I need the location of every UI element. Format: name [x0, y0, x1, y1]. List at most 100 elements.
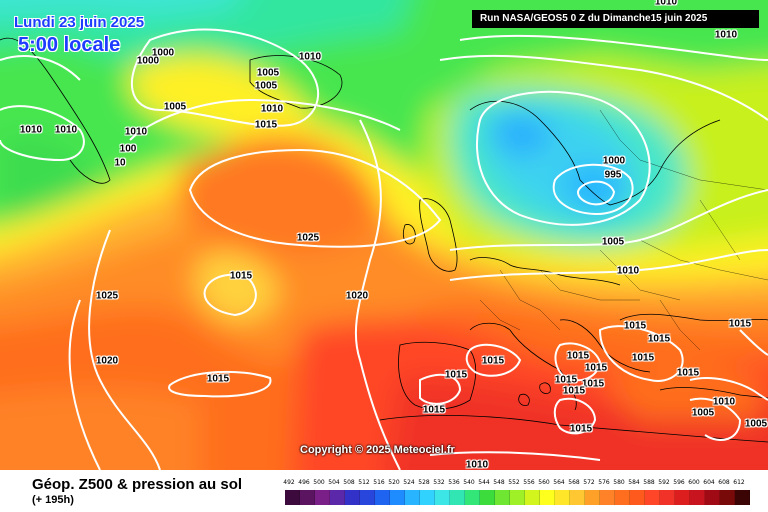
isobar-label: 1015 — [229, 270, 253, 282]
scale-label: 528 — [418, 479, 430, 486]
scale-swatch — [570, 490, 585, 505]
scale-swatch — [645, 490, 660, 505]
isobar-label: 1000 — [151, 47, 175, 59]
isobar-label: 1015 — [631, 352, 655, 364]
coastlines — [0, 37, 768, 443]
scale-label: 496 — [298, 479, 310, 486]
scale-label: 556 — [523, 479, 535, 486]
scale-swatch — [660, 490, 675, 505]
scale-label: 500 — [313, 479, 325, 486]
scale-swatch — [585, 490, 600, 505]
isobar-label: 1010 — [19, 124, 43, 136]
scale-label: 596 — [673, 479, 685, 486]
scale-label: 544 — [478, 479, 490, 486]
scale-label: 552 — [508, 479, 520, 486]
scale-label: 524 — [403, 479, 415, 486]
isobar-label: 10 — [114, 157, 126, 169]
isobar-label: 1005 — [163, 101, 187, 113]
scale-label: 584 — [628, 479, 640, 486]
scale-label: 576 — [598, 479, 610, 486]
scale-swatch — [525, 490, 540, 505]
scale-label: 572 — [583, 479, 595, 486]
scale-label: 516 — [373, 479, 385, 486]
product-title: Géop. Z500 & pression au sol — [32, 476, 243, 493]
isobar-label: 1005 — [691, 407, 715, 419]
scale-swatch — [285, 490, 300, 505]
isobar-label: 1015 — [647, 333, 671, 345]
scale-label: 536 — [448, 479, 460, 486]
scale-swatch — [375, 490, 390, 505]
isobar-label: 1010 — [654, 0, 678, 8]
scale-swatch — [510, 490, 525, 505]
isobar-label: 1015 — [444, 369, 468, 381]
isobar-label: 1020 — [345, 290, 369, 302]
scale-swatch — [465, 490, 480, 505]
scale-label: 548 — [493, 479, 505, 486]
scale-swatch — [300, 490, 315, 505]
scale-label: 608 — [718, 479, 730, 486]
lead-time: (+ 195h) — [32, 494, 74, 506]
isobar-label: 1010 — [298, 51, 322, 63]
isobar-label: 1025 — [296, 232, 320, 244]
scale-label: 580 — [613, 479, 625, 486]
isobar-label: 1015 — [584, 362, 608, 374]
isobar-label: 1010 — [714, 29, 738, 41]
weather-map: Lundi 23 juin 2025 5:00 locale Run NASA/… — [0, 0, 768, 470]
scale-swatch — [405, 490, 420, 505]
isobar-label: 1015 — [569, 423, 593, 435]
isobar-label: 1015 — [254, 119, 278, 131]
isobar-label: 1005 — [254, 80, 278, 92]
isobars — [0, 28, 768, 470]
run-info-banner: Run NASA/GEOS5 0 Z du Dimanche15 juin 20… — [472, 10, 759, 28]
scale-swatch — [435, 490, 450, 505]
isobar-label: 995 — [604, 169, 622, 181]
scale-label: 512 — [358, 479, 370, 486]
scale-label: 508 — [343, 479, 355, 486]
forecast-time: 5:00 locale — [18, 34, 121, 56]
isobar-label: 100 — [119, 143, 137, 155]
isobar-label: 1000 — [602, 155, 626, 167]
scale-swatch — [630, 490, 645, 505]
isobar-label: 1010 — [712, 396, 736, 408]
scale-swatch — [315, 490, 330, 505]
isobar-label: 1015 — [676, 367, 700, 379]
scale-label: 612 — [733, 479, 745, 486]
copyright-notice: Copyright © 2025 Meteociel.fr — [300, 444, 455, 456]
scale-label: 568 — [568, 479, 580, 486]
scale-swatch — [360, 490, 375, 505]
scale-label: 540 — [463, 479, 475, 486]
scale-swatch — [675, 490, 690, 505]
footer: Géop. Z500 & pression au sol (+ 195h) 49… — [0, 470, 768, 512]
scale-label: 588 — [643, 479, 655, 486]
borders — [479, 109, 768, 351]
scale-swatch — [450, 490, 465, 505]
isobar-label: 1010 — [124, 126, 148, 138]
scale-label: 592 — [658, 479, 670, 486]
isobar-label: 1020 — [95, 355, 119, 367]
scale-swatch — [480, 490, 495, 505]
scale-swatch — [720, 490, 735, 505]
scale-swatch — [495, 490, 510, 505]
isobar-label: 1010 — [465, 459, 489, 471]
color-scale-labels: 492 496 500 504 508 512 516 520 524 528 532 536 540 5… — [283, 479, 753, 489]
isobar-label: 1005 — [256, 67, 280, 79]
scale-label: 504 — [328, 479, 340, 486]
scale-swatch — [555, 490, 570, 505]
isobar-label: 1005 — [744, 418, 768, 430]
scale-swatch — [420, 490, 435, 505]
scale-label: 560 — [538, 479, 550, 486]
geopotential-fill — [0, 0, 768, 470]
scale-label: 604 — [703, 479, 715, 486]
forecast-date: Lundi 23 juin 2025 — [14, 14, 145, 31]
isobar-label: 1015 — [728, 318, 752, 330]
scale-label: 520 — [388, 479, 400, 486]
scale-swatch — [330, 490, 345, 505]
scale-label: 600 — [688, 479, 700, 486]
isobar-label: 1015 — [422, 404, 446, 416]
isobar-label: 1015 — [581, 378, 605, 390]
isobar-label: 1015 — [481, 355, 505, 367]
isobar-label: 1000 — [136, 55, 160, 67]
scale-swatch — [600, 490, 615, 505]
scale-label: 532 — [433, 479, 445, 486]
isobar-label: 1010 — [54, 124, 78, 136]
